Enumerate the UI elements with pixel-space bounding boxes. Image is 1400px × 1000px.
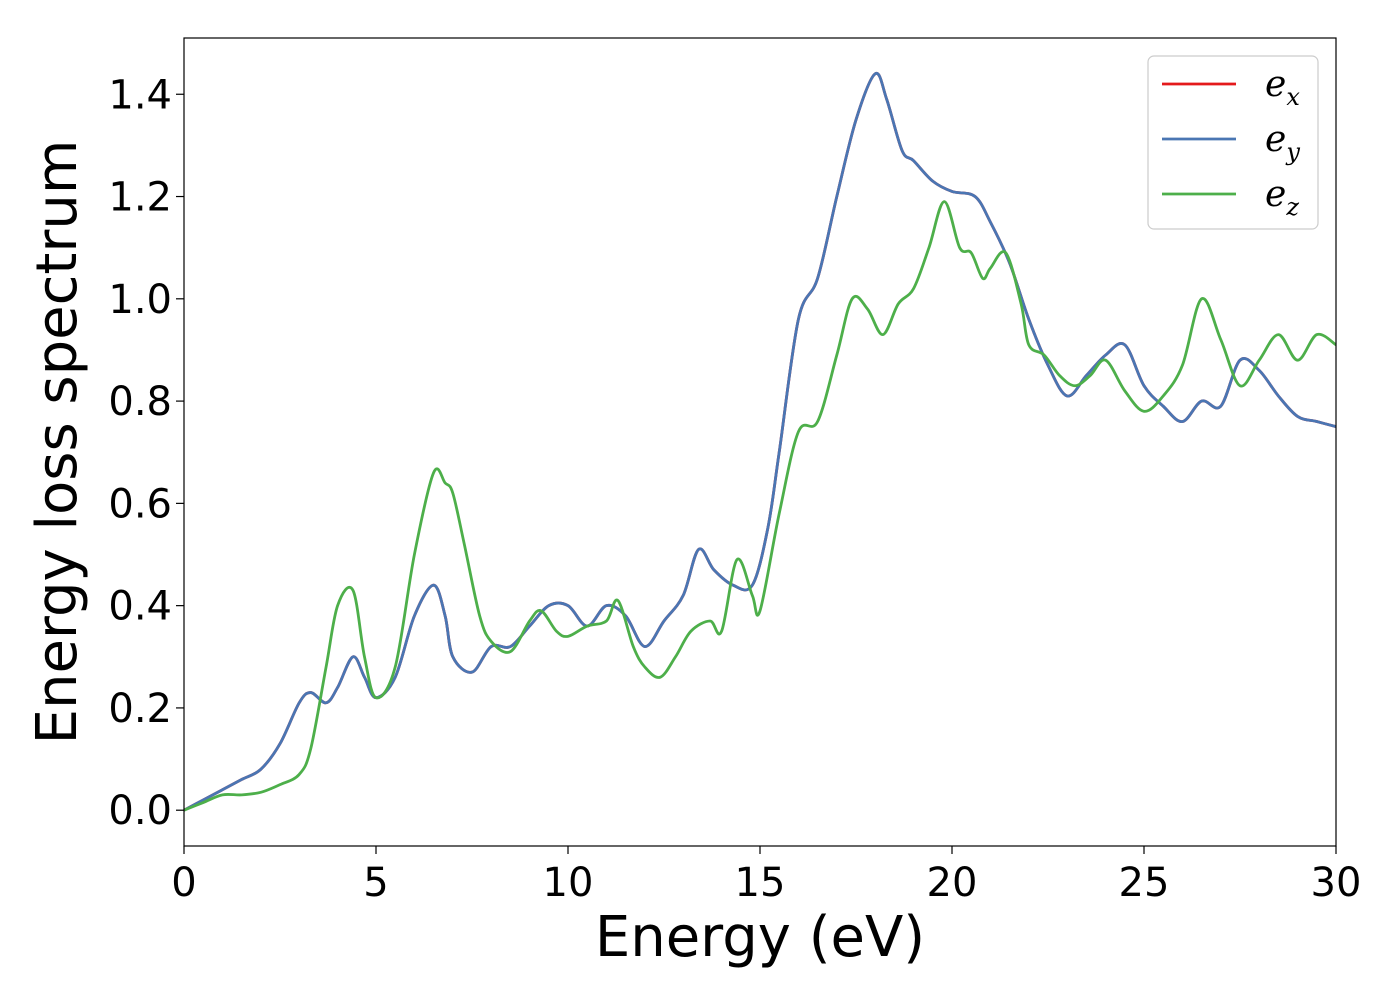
y-tick-label: 1.2	[108, 175, 172, 221]
y-tick-label: 0.0	[108, 788, 172, 834]
legend: ex ey ez	[1147, 55, 1319, 230]
y-tick-label: 1.0	[108, 277, 172, 323]
x-tick-label: 5	[363, 860, 388, 906]
legend-label-z: ez	[1265, 174, 1299, 221]
series-line-z	[183, 200, 1337, 812]
x-tick-label: 0	[171, 860, 196, 906]
x-tick-label: 25	[1119, 860, 1170, 906]
y-axis-title: Energy loss spectrum	[25, 140, 90, 745]
legend-box	[1147, 55, 1319, 230]
plot-background	[184, 38, 1336, 846]
series-line-y	[183, 71, 1337, 812]
x-tick-label: 15	[735, 860, 786, 906]
y-tick-label: 0.2	[108, 686, 172, 732]
x-tick-label: 30	[1311, 860, 1362, 906]
x-tick-label: 10	[543, 860, 594, 906]
x-axis-title: Energy (eV)	[595, 905, 925, 970]
x-axis-ticks: 0 5 10 15 20 25 30	[171, 846, 1361, 906]
y-tick-label: 1.4	[108, 72, 172, 118]
y-tick-label: 0.6	[108, 481, 172, 527]
x-tick-label: 20	[927, 860, 978, 906]
y-tick-label: 0.4	[108, 584, 172, 630]
legend-label-y: ey	[1265, 119, 1300, 166]
y-axis-ticks: 0.0 0.2 0.4 0.6 0.8 1.0 1.2 1.4	[108, 72, 184, 834]
y-tick-label: 0.8	[108, 379, 172, 425]
series-layer	[183, 71, 1337, 812]
legend-label-x: ex	[1265, 64, 1300, 111]
